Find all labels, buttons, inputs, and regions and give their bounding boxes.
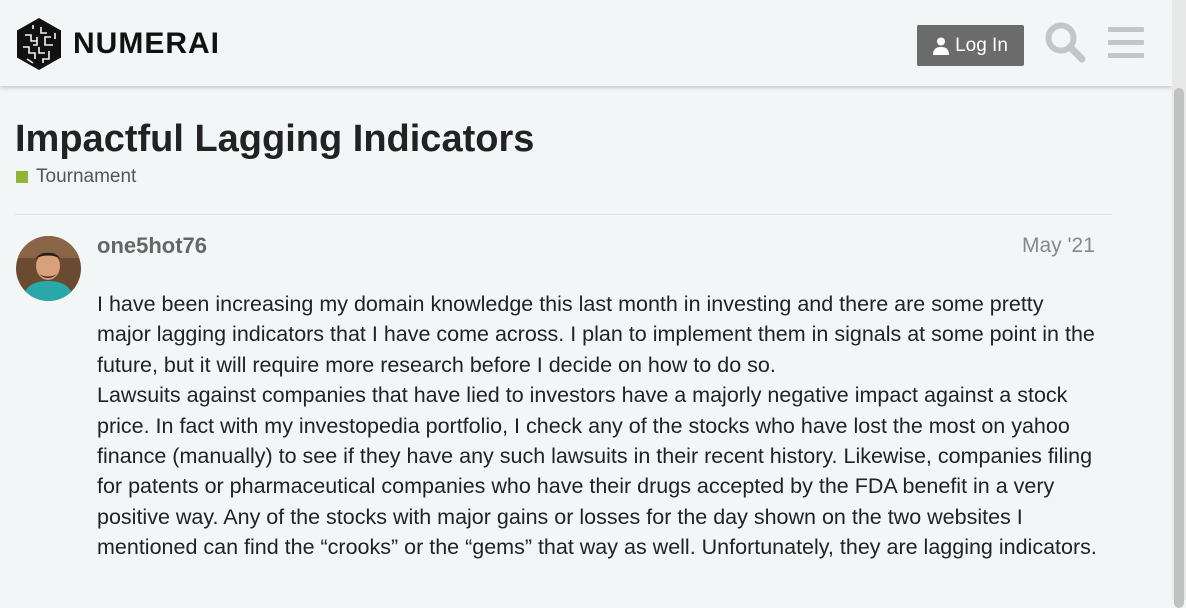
site-header: NUMERAI Log In [0,0,1172,86]
category-label: Tournament [36,166,137,187]
scrollbar-thumb[interactable] [1174,88,1184,608]
hamburger-menu-button[interactable] [1106,24,1146,62]
topic-title[interactable]: Impactful Lagging Indicators [15,118,535,160]
category-badge[interactable]: Tournament [16,166,136,188]
search-icon [1045,22,1086,63]
post-body: I have been increasing my domain knowled… [97,289,1097,563]
log-in-button[interactable]: Log In [917,25,1024,66]
page-scrollbar[interactable] [1172,0,1186,608]
search-button[interactable] [1044,21,1088,65]
category-color-square [16,171,28,183]
topic-divider [15,214,1112,215]
numerai-logo[interactable]: NUMERAI [15,17,220,71]
hamburger-menu-icon [1108,27,1144,58]
log-in-label: Log In [955,34,1008,56]
numerai-logo-icon [17,18,61,70]
avatar-image [16,236,81,301]
post-paragraph: Lawsuits against companies that have lie… [97,383,1097,560]
avatar[interactable] [16,236,81,301]
post-paragraph: I have been increasing my domain knowled… [97,292,1095,377]
post-username[interactable]: one5hot76 [97,233,208,258]
post-date[interactable]: May '21 [1022,234,1095,257]
logo-text: NUMERAI [73,27,220,60]
user-icon [933,37,950,55]
